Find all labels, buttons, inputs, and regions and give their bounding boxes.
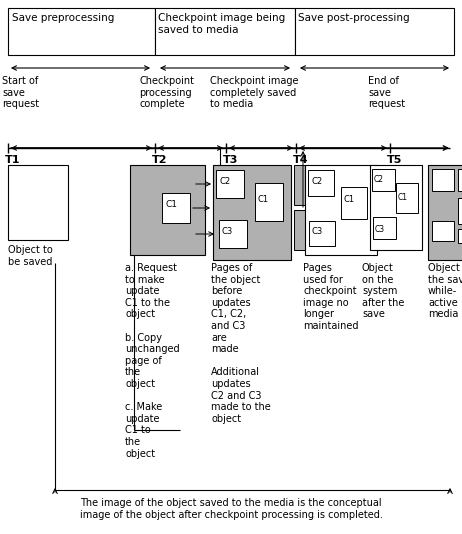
Bar — [428, 165, 462, 260]
Bar — [305, 165, 377, 255]
Bar — [383, 183, 399, 235]
Text: C1: C1 — [258, 195, 269, 204]
Text: Pages of
the object
before
updates
C1, C2,
and C3
are
made

Additional
updates
C: Pages of the object before updates C1, C… — [211, 263, 271, 424]
Text: Checkpoint image being
saved to media: Checkpoint image being saved to media — [158, 13, 285, 35]
Bar — [216, 170, 244, 198]
Text: T5: T5 — [387, 155, 402, 165]
Text: T2: T2 — [152, 155, 168, 165]
Text: T4: T4 — [293, 155, 309, 165]
Text: Object to
be saved: Object to be saved — [8, 245, 53, 266]
Bar — [213, 196, 227, 220]
Text: C1: C1 — [398, 193, 408, 202]
Text: Pages
used for
checkpoint
image no
longer
maintained: Pages used for checkpoint image no longe… — [303, 263, 359, 331]
Bar — [294, 210, 312, 250]
Text: T3: T3 — [223, 155, 238, 165]
Text: Save preprocessing: Save preprocessing — [12, 13, 115, 23]
Bar — [295, 8, 454, 55]
Text: End of
save
request: End of save request — [368, 76, 405, 109]
Text: Checkpoint image
completely saved
to media: Checkpoint image completely saved to med… — [210, 76, 298, 109]
Text: C2: C2 — [219, 177, 230, 186]
Bar — [219, 220, 247, 248]
Bar — [370, 165, 422, 250]
Bar — [458, 229, 462, 243]
Text: Save post-processing: Save post-processing — [298, 13, 410, 23]
Bar — [458, 198, 462, 224]
Bar — [372, 169, 395, 191]
Bar — [130, 165, 205, 255]
Text: C1: C1 — [344, 195, 355, 204]
Text: C2: C2 — [311, 177, 322, 186]
Bar — [432, 221, 454, 241]
Text: Object on
the save-
while-
active
media: Object on the save- while- active media — [428, 263, 462, 319]
Text: Start of
save
request: Start of save request — [2, 76, 39, 109]
Bar — [155, 8, 295, 55]
Bar — [8, 165, 68, 240]
Text: C3: C3 — [222, 227, 233, 236]
Bar — [255, 183, 283, 221]
Bar — [432, 169, 454, 191]
Text: C2: C2 — [374, 175, 384, 184]
Text: Checkpoint
processing
complete: Checkpoint processing complete — [139, 76, 194, 109]
Bar — [373, 217, 396, 239]
Text: C3: C3 — [375, 225, 385, 234]
Text: C1: C1 — [165, 200, 177, 209]
Bar — [341, 187, 367, 219]
Bar — [458, 169, 462, 191]
Text: a. Request
to make
update
C1 to the
object

b. Copy
unchanged
page of
the
object: a. Request to make update C1 to the obje… — [125, 263, 180, 459]
Bar — [396, 183, 418, 213]
Text: T1: T1 — [5, 155, 20, 165]
Text: C3: C3 — [312, 227, 323, 236]
Bar — [294, 165, 312, 205]
Bar — [213, 165, 291, 260]
Bar — [8, 8, 155, 55]
Text: The image of the object saved to the media is the conceptual
image of the object: The image of the object saved to the med… — [79, 498, 383, 520]
Bar — [309, 221, 335, 246]
Text: Object
on the
system
after the
save: Object on the system after the save — [362, 263, 404, 319]
Bar — [162, 193, 190, 223]
Bar — [308, 170, 334, 196]
